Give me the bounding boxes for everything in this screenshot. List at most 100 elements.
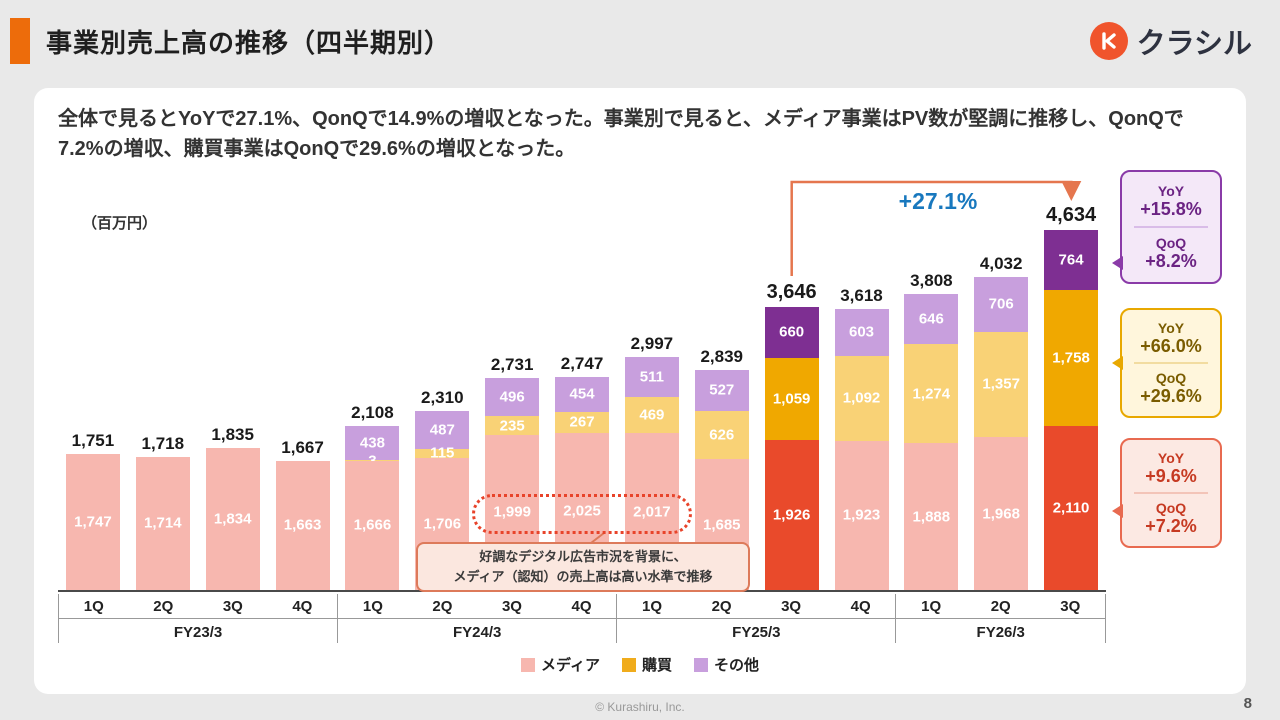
quarter-labels-row: 1Q 2Q 3Q 4Q [59,594,338,619]
qoq-value: +29.6% [1140,385,1202,406]
segment-value-label: 2,110 [1052,499,1090,517]
bar-total-label: 2,839 [700,346,744,366]
bar-fy263-1q: 3,808 646 1,274 1,888 [896,200,966,590]
bar-total-label: 3,618 [840,286,883,306]
segment-sonota: 496 [485,377,540,417]
legend-label: メディア [541,657,600,674]
stacked-bar: 1,663 [275,460,330,590]
segment-value-label: 1,663 [283,516,322,534]
stacked-bar: 603 1,092 1,923 [834,309,889,590]
media-emphasis-dotted-box [472,494,692,534]
title-accent-bar [10,18,30,64]
yoy-label: YoY [1157,449,1185,466]
segment-kobai: 469 [624,396,679,434]
segment-value-label: 527 [709,381,735,399]
stacked-bar: 1,834 [205,447,260,590]
legend-swatch [621,657,636,672]
fiscal-year-label: FY23/3 [173,624,223,641]
quarter-label: 1Q [642,598,663,615]
segment-value-label: 764 [1058,251,1084,269]
media-note-line2: メディア（認知）の売上高は高い水準で推移 [453,569,713,584]
segment-media: 1,888 [904,443,959,590]
yoy-value: +66.0% [1140,335,1202,356]
bar-total-label: 2,997 [630,334,674,354]
bar-fy263-2q: 4,032 706 1,357 1,968 [966,200,1036,590]
quarter-label: 3Q [222,598,243,615]
axis-group-fy233: 1Q 2Q 3Q 4Q FY23/3 [58,594,338,643]
segment-sonota: 454 [555,376,610,413]
bar-fy253-2q: 2,839 527 626 1,685 [687,200,757,590]
legend-item-2: その他 [693,654,759,675]
segment-value-label: 1,059 [772,390,811,408]
bar-total-label: 1,667 [281,437,324,457]
callout-section: QoQ +8.2% [1124,235,1218,272]
bar-group-fy263: 3,808 646 1,274 1,888 4,032 706 1,357 1,968 4,63… [896,200,1106,590]
callout-section: QoQ +29.6% [1124,370,1218,407]
fiscal-year-label: FY26/3 [976,624,1025,641]
stacked-bar: 764 1,758 2,110 [1044,230,1099,590]
segment-kobai: 267 [555,412,610,433]
segment-kobai: 626 [694,410,749,460]
content-card: 全体で見るとYoYで27.1%、QonQで14.9%の増収となった。事業別で見る… [34,88,1246,694]
segment-kobai: 1,092 [834,355,889,441]
segment-media: 1,968 [974,437,1029,590]
segment-value-label: 1,714 [144,514,182,532]
callout-kobai: YoY +66.0% QoQ +29.6% [1112,308,1222,418]
quarter-labels-row: 1Q 2Q 3Q 4Q [617,594,896,619]
page-number: 8 [1243,695,1252,712]
segment-value-label: 438 [359,434,385,452]
kurashiru-logo-icon [1089,22,1128,60]
segment-sonota: 706 [974,276,1029,332]
axis-group-fy263: 1Q 2Q 3Q FY26/3 [895,594,1107,643]
segment-value-label: 115 [430,444,455,462]
legend-label: 購買 [641,657,672,674]
legend-item-0: メディア [521,654,600,675]
quarter-label: 4Q [292,598,313,615]
segment-value-label: 267 [569,413,595,431]
fiscal-year-label: FY25/3 [732,624,781,641]
callout-section: YoY +66.0% [1124,320,1218,357]
segment-sonota: 511 [624,357,679,397]
callout-media-pointer [1112,504,1123,518]
quarter-label: 4Q [571,598,592,615]
segment-value-label: 3 [368,452,376,469]
qoq-label: QoQ [1155,369,1187,386]
growth-rate-label: +27.1% [898,188,978,214]
segment-sonota: 438 [345,426,400,461]
kurashiru-logo-text: クラシル [1136,28,1252,60]
quarter-label: 3Q [1060,598,1081,615]
segment-media: 1,663 [275,460,330,590]
bar-total-label: 1,835 [211,424,254,444]
segment-value-label: 1,888 [912,508,951,526]
segment-value-label: 1,999 [493,503,531,521]
bar-total-label: 3,808 [910,271,953,291]
legend-swatch [521,657,535,672]
slide-header: 事業別売上高の推移（四半期別） クラシル [0,0,1280,70]
callout-sonota-pointer [1112,256,1123,270]
divider [1134,362,1208,364]
callout-section: YoY +15.8% [1124,183,1218,220]
page-title: 事業別売上高の推移（四半期別） [46,27,452,58]
segment-media: 1,926 [764,440,819,590]
y-axis-unit-label: （百万円） [82,215,158,232]
qoq-value: +8.2% [1145,250,1197,271]
segment-media: 1,834 [205,447,260,590]
segment-kobai: 235 [485,416,540,435]
yoy-label: YoY [1157,182,1185,199]
bar-fy233-1q: 1,751 1,747 [58,200,128,590]
segment-value-label: 1,666 [353,516,392,534]
yoy-value: +15.8% [1140,198,1202,219]
segment-value-label: 2,017 [633,503,671,521]
segment-value-label: 487 [429,421,455,439]
segment-kobai: 115 [415,445,470,462]
callout-sonota: YoY +15.8% QoQ +8.2% [1112,170,1222,284]
divider [1134,226,1208,228]
footer-copyright: © Kurashiru, Inc. [595,700,685,714]
bar-fy263-3q: 4,634 764 1,758 2,110 [1036,200,1106,590]
media-note-line1: 好調なデジタル広告市況を背景に、 [479,548,687,564]
segment-value-label: 454 [569,385,595,403]
quarter-label: 2Q [432,598,453,615]
qoq-label: QoQ [1155,234,1187,251]
kurashiru-mark-icon [1101,32,1116,50]
